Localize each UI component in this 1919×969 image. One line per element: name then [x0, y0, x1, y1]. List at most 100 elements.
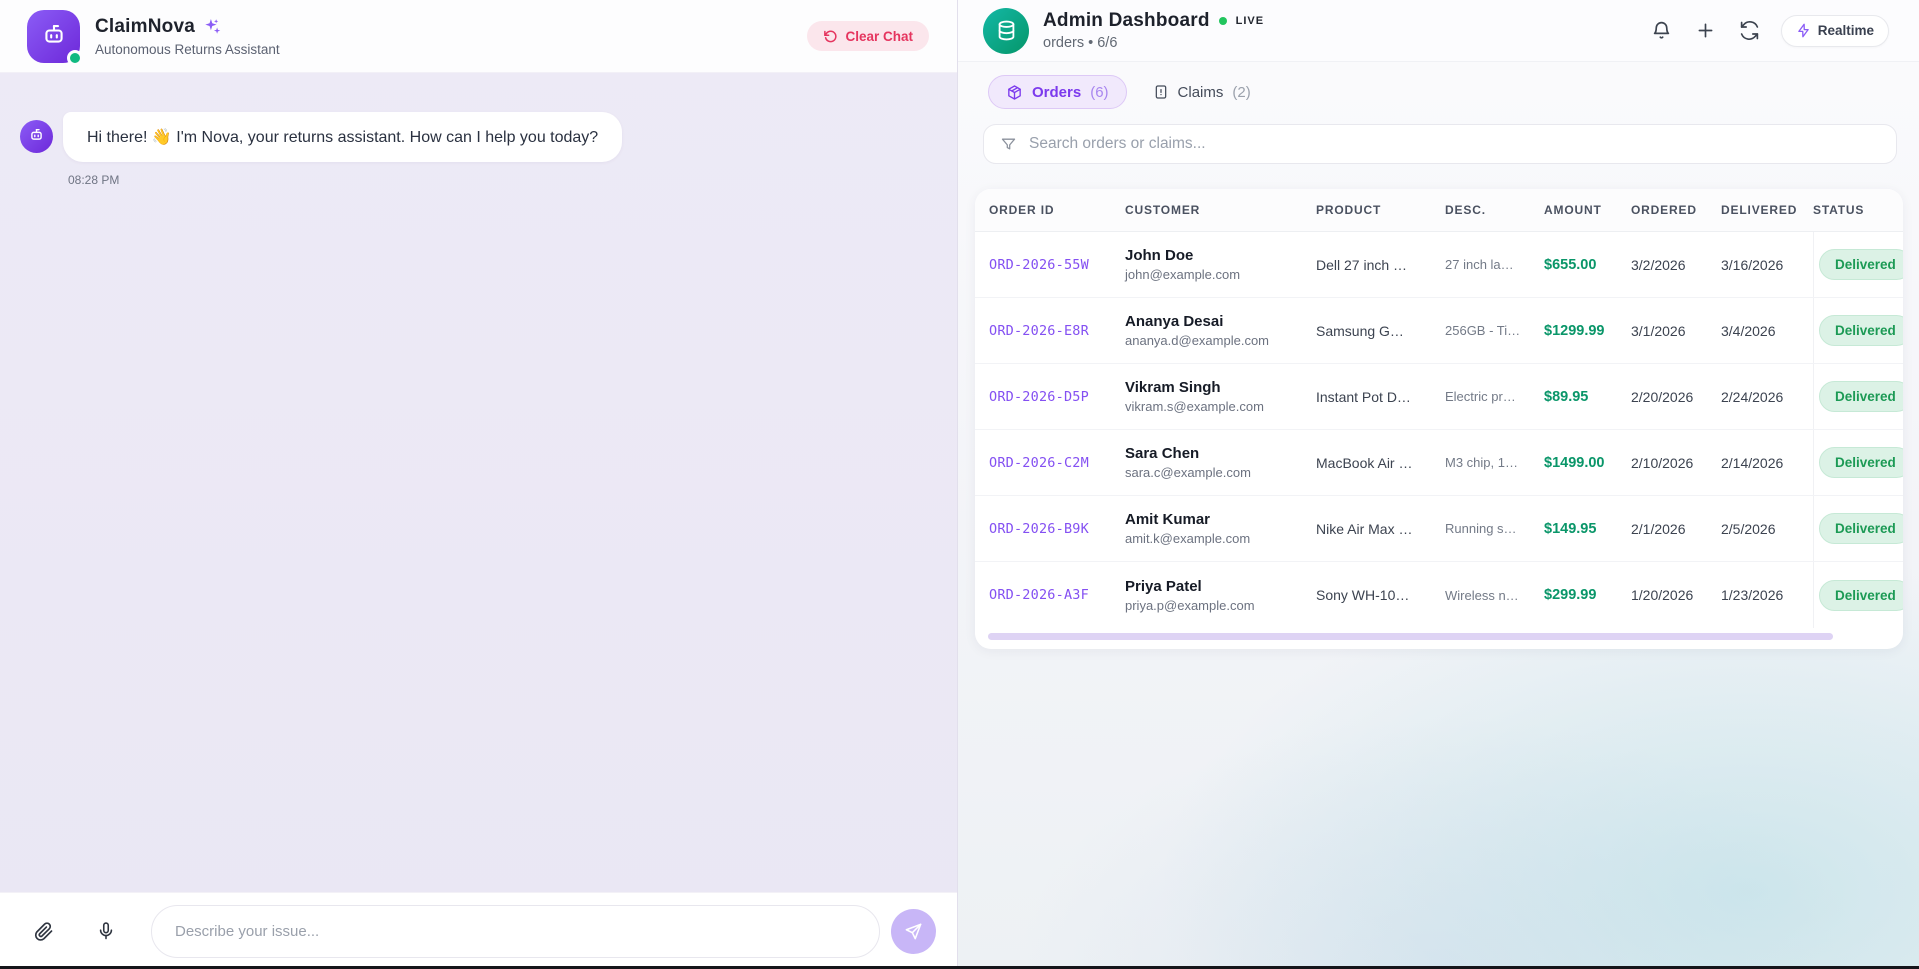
- table-row[interactable]: ORD-2026-A3F Priya Patel priya.p@example…: [975, 562, 1903, 628]
- product-cell: Instant Pot D…: [1316, 388, 1411, 405]
- dashboard-header: Admin Dashboard LIVE orders • 6/6: [958, 0, 1919, 62]
- dashboard-subtitle: orders • 6/6: [1043, 35, 1118, 51]
- amount-cell: $655.00: [1544, 256, 1597, 273]
- ordered-date-cell: 3/1/2026: [1631, 322, 1686, 339]
- desc-cell: 27 inch la…: [1445, 257, 1514, 272]
- col-customer: CUSTOMER: [1125, 203, 1201, 217]
- desc-cell: Running s…: [1445, 521, 1517, 536]
- orders-count: (6): [1090, 83, 1109, 101]
- customer-name: Amit Kumar: [1125, 511, 1211, 528]
- table-row[interactable]: ORD-2026-B9K Amit Kumar amit.k@example.c…: [975, 496, 1903, 562]
- order-id-link[interactable]: ORD-2026-B9K: [989, 520, 1089, 537]
- clear-chat-button[interactable]: Clear Chat: [807, 21, 929, 51]
- customer-name: John Doe: [1125, 247, 1194, 264]
- chat-header: ClaimNova Autonomous Returns Assistant: [0, 0, 957, 73]
- col-ordered: ORDERED: [1631, 203, 1697, 217]
- table-row[interactable]: ORD-2026-E8R Ananya Desai ananya.d@examp…: [975, 298, 1903, 364]
- col-order-id: ORDER ID: [989, 203, 1055, 217]
- search-row: [958, 109, 1919, 164]
- desc-cell: M3 chip, 1…: [1445, 455, 1518, 470]
- ordered-date-cell: 3/2/2026: [1631, 256, 1686, 273]
- amount-cell: $149.95: [1544, 520, 1597, 537]
- mic-icon: [96, 921, 116, 941]
- product-cell: Nike Air Max …: [1316, 520, 1413, 537]
- chat-message-input[interactable]: [151, 904, 880, 958]
- attach-button[interactable]: [33, 921, 54, 942]
- customer-email: amit.k@example.com: [1125, 531, 1251, 546]
- delivered-date-cell: 2/24/2026: [1721, 388, 1784, 405]
- customer-cell: Vikram Singh vikram.s@example.com: [1125, 379, 1316, 414]
- bot-avatar: [27, 9, 83, 66]
- orders-table-card: ORDER ID CUSTOMER PRODUCT DESC. AMOUNT O…: [975, 189, 1903, 649]
- product-cell: MacBook Air …: [1316, 454, 1413, 471]
- status-cell: Delivered: [1813, 430, 1903, 495]
- ordered-date-cell: 2/10/2026: [1631, 454, 1694, 471]
- chat-subtitle: Autonomous Returns Assistant: [95, 41, 280, 57]
- order-id-link[interactable]: ORD-2026-E8R: [989, 322, 1089, 339]
- assistant-message-bubble: Hi there! 👋 I'm Nova, your returns assis…: [63, 112, 623, 162]
- table-row[interactable]: ORD-2026-55W John Doe john@example.com D…: [975, 232, 1903, 298]
- send-icon: [904, 922, 923, 941]
- order-id-link[interactable]: ORD-2026-D5P: [989, 388, 1089, 405]
- status-cell: Delivered: [1813, 298, 1903, 363]
- database-avatar: [983, 7, 1029, 54]
- tab-claims[interactable]: Claims (2): [1153, 84, 1251, 101]
- claims-count: (2): [1232, 83, 1251, 101]
- refresh-icon: [1739, 20, 1760, 41]
- package-icon: [1006, 84, 1023, 101]
- sparkles-icon: [203, 17, 222, 36]
- table-body: ORD-2026-55W John Doe john@example.com D…: [975, 232, 1903, 628]
- horizontal-scrollbar-thumb[interactable]: [988, 633, 1833, 640]
- dashboard-panel: Admin Dashboard LIVE orders • 6/6: [958, 0, 1919, 969]
- assistant-message-row: Hi there! 👋 I'm Nova, your returns assis…: [20, 112, 937, 162]
- database-icon: [995, 19, 1018, 42]
- customer-cell: Priya Patel priya.p@example.com: [1125, 578, 1316, 613]
- paperclip-icon: [33, 921, 54, 942]
- live-dot: [1218, 17, 1227, 25]
- notifications-button[interactable]: [1649, 18, 1674, 43]
- realtime-toggle[interactable]: Realtime: [1780, 14, 1889, 47]
- customer-cell: Sara Chen sara.c@example.com: [1125, 445, 1316, 480]
- customer-cell: Amit Kumar amit.k@example.com: [1125, 511, 1316, 546]
- desc-cell: 256GB - Ti…: [1445, 323, 1521, 338]
- delivered-date-cell: 1/23/2026: [1721, 587, 1784, 603]
- amount-cell: $89.95: [1544, 388, 1589, 405]
- table-row[interactable]: ORD-2026-C2M Sara Chen sara.c@example.co…: [975, 430, 1903, 496]
- add-button[interactable]: [1693, 18, 1718, 43]
- search-box: [983, 124, 1897, 164]
- desc-cell: Electric pr…: [1445, 389, 1516, 404]
- chat-title: ClaimNova: [95, 15, 196, 37]
- product-cell: Dell 27 inch …: [1316, 256, 1408, 273]
- filter-icon: [1000, 136, 1017, 153]
- product-cell: Samsung G…: [1316, 322, 1404, 339]
- customer-cell: Ananya Desai ananya.d@example.com: [1125, 313, 1316, 348]
- message-avatar: [20, 120, 53, 153]
- status-cell: Delivered: [1813, 562, 1903, 628]
- product-cell: Sony WH-10…: [1316, 587, 1410, 603]
- dashboard-title: Admin Dashboard: [1043, 10, 1210, 31]
- table-row[interactable]: ORD-2026-D5P Vikram Singh vikram.s@examp…: [975, 364, 1903, 430]
- customer-name: Priya Patel: [1125, 577, 1202, 595]
- status-badge: Delivered: [1819, 513, 1903, 544]
- delivered-date-cell: 3/4/2026: [1721, 322, 1776, 339]
- customer-email: john@example.com: [1125, 267, 1241, 282]
- col-amount: AMOUNT: [1544, 203, 1602, 217]
- customer-name: Ananya Desai: [1125, 313, 1224, 330]
- tabs-row: Orders (6) Claims (2): [958, 62, 1919, 109]
- order-id-link[interactable]: ORD-2026-A3F: [989, 587, 1089, 603]
- online-status-dot: [67, 49, 83, 66]
- delivered-date-cell: 2/14/2026: [1721, 454, 1784, 471]
- chat-message-area: Hi there! 👋 I'm Nova, your returns assis…: [0, 73, 957, 892]
- ordered-date-cell: 2/1/2026: [1631, 520, 1686, 537]
- order-id-link[interactable]: ORD-2026-C2M: [989, 454, 1089, 471]
- tab-orders[interactable]: Orders (6): [988, 75, 1127, 109]
- order-id-link[interactable]: ORD-2026-55W: [989, 256, 1089, 273]
- refresh-button[interactable]: [1737, 18, 1762, 43]
- mic-button[interactable]: [96, 921, 116, 941]
- send-button[interactable]: [891, 908, 936, 954]
- ordered-date-cell: 2/20/2026: [1631, 388, 1694, 405]
- col-delivered: DELIVERED: [1721, 203, 1798, 217]
- status-badge: Delivered: [1819, 381, 1903, 412]
- desc-cell: Wireless n…: [1445, 587, 1519, 603]
- search-input[interactable]: [1029, 135, 1880, 153]
